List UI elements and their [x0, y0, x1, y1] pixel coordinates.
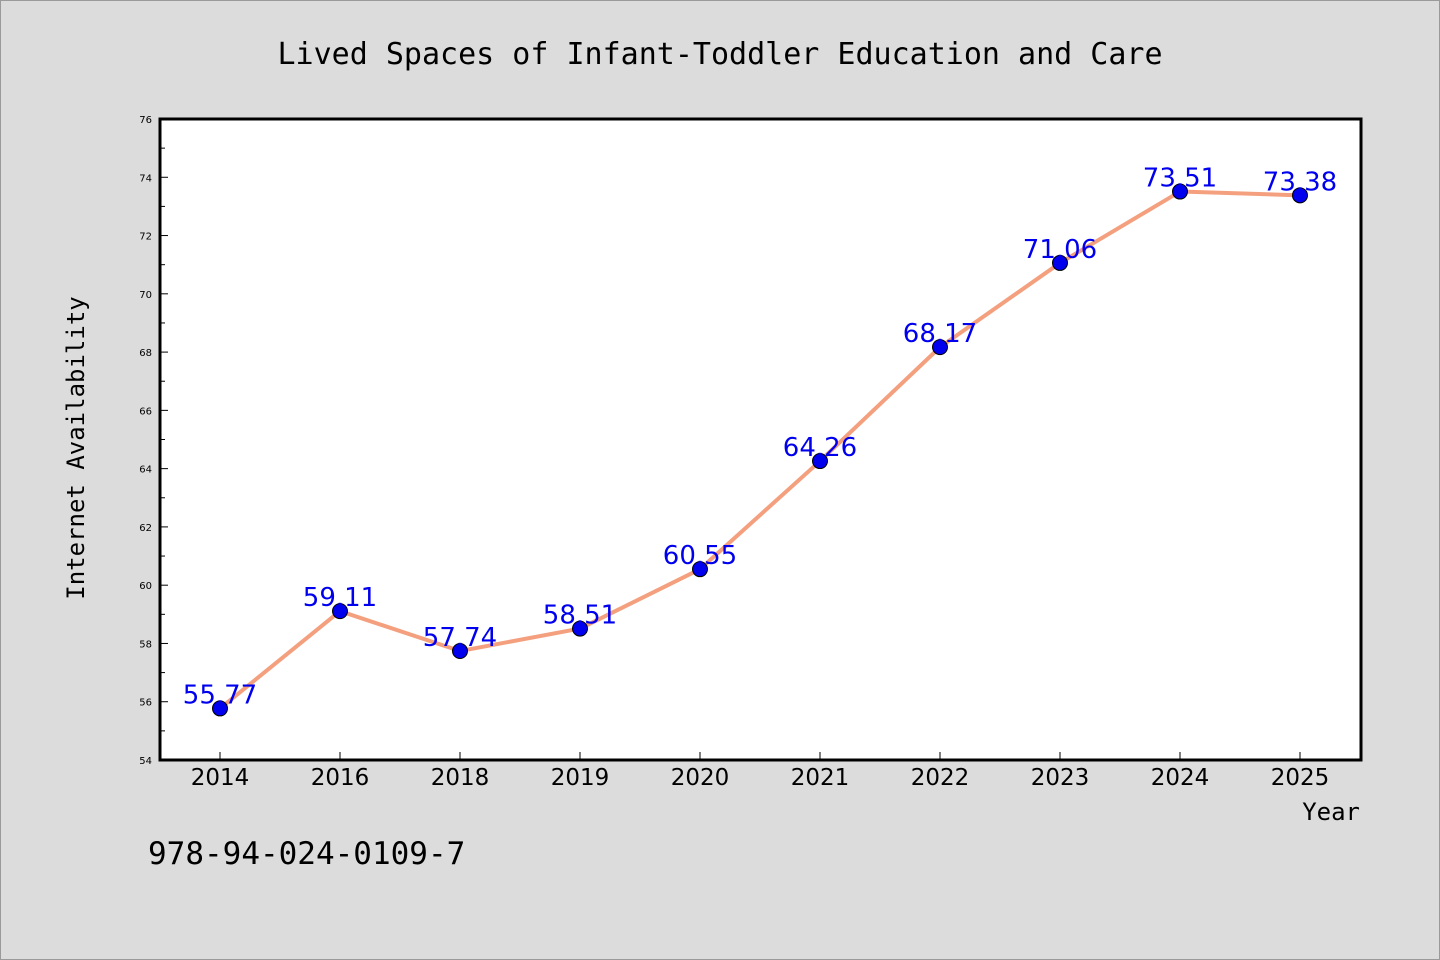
- y-tick-label: 62: [139, 523, 152, 534]
- data-point: [1172, 183, 1188, 200]
- y-tick-label: 70: [139, 290, 152, 301]
- data-point: [332, 603, 348, 620]
- series-group: 55.77 59.11 57.74 58.51 60.55 64.26 68.17 71.06…: [183, 164, 1337, 717]
- data-point: [212, 700, 228, 717]
- data-label: 71.06: [1023, 235, 1097, 265]
- data-label: 59.11: [303, 583, 377, 613]
- x-tick-label: 2022: [911, 765, 970, 791]
- x-tick-label: 2014: [191, 765, 250, 791]
- data-label: 55.77: [183, 680, 257, 710]
- x-tick-label: 2018: [431, 765, 490, 791]
- footer-code: 978-94-024-0109-7: [148, 836, 465, 872]
- data-label: 68.17: [903, 319, 977, 349]
- data-label: 58.51: [543, 601, 617, 631]
- y-tick-label: 60: [139, 581, 152, 592]
- data-label: 73.38: [1263, 167, 1337, 197]
- data-label: 64.26: [783, 433, 857, 463]
- x-axis: 2014 2016 2018 2019 2020 2021 2022 2023 2024 2025: [191, 752, 1330, 791]
- y-tick-label: 64: [139, 465, 152, 476]
- y-tick-label: 54: [139, 756, 152, 767]
- data-point: [1292, 187, 1308, 204]
- data-point: [452, 643, 468, 660]
- y-axis: 54 56 58 60 62 64 66 68 70 72 74 76: [139, 115, 168, 767]
- y-tick-label: 58: [139, 639, 152, 650]
- data-label: 73.51: [1143, 164, 1217, 194]
- y-axis-label: Internet Availability: [62, 296, 90, 599]
- plot-area: [158, 117, 1363, 762]
- y-tick-label: 76: [139, 115, 152, 126]
- data-point: [572, 620, 588, 637]
- x-tick-label: 2025: [1271, 765, 1330, 791]
- chart-title: Lived Spaces of Infant-Toddler Education…: [277, 37, 1162, 72]
- y-tick-label: 66: [139, 406, 152, 417]
- x-tick-label: 2023: [1031, 765, 1090, 791]
- x-tick-label: 2019: [551, 765, 610, 791]
- data-point: [932, 339, 948, 356]
- data-point: [692, 561, 708, 578]
- y-tick-label: 68: [139, 348, 152, 359]
- data-label: 60.55: [663, 541, 737, 571]
- data-point: [1052, 254, 1068, 271]
- x-tick-label: 2016: [311, 765, 370, 791]
- x-tick-label: 2020: [671, 765, 730, 791]
- series-line: [218, 189, 1302, 711]
- data-label: 57.74: [423, 623, 497, 653]
- x-tick-label: 2024: [1151, 765, 1210, 791]
- data-point: [812, 453, 828, 470]
- y-tick-label: 74: [139, 173, 152, 184]
- y-tick-label: 72: [139, 232, 152, 243]
- x-axis-label: Year: [1302, 798, 1360, 826]
- x-tick-label: 2021: [791, 765, 850, 791]
- y-tick-label: 56: [139, 698, 152, 709]
